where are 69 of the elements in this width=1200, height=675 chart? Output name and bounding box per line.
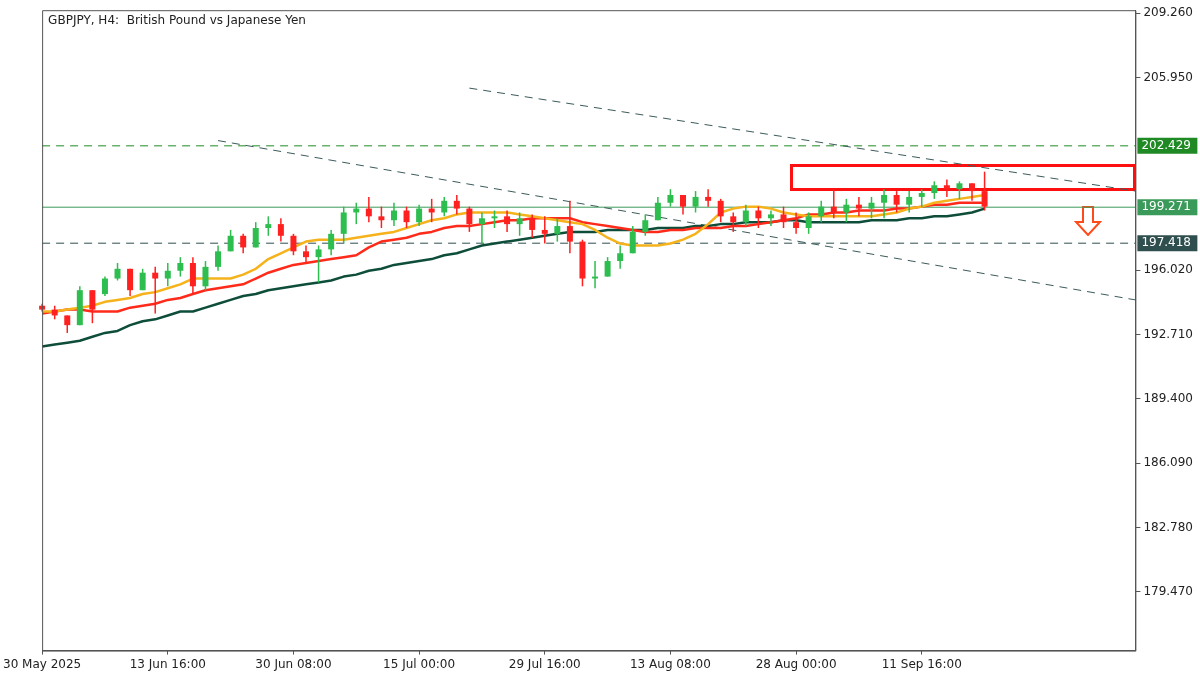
candlestick bbox=[453, 194, 460, 216]
candlestick bbox=[805, 211, 812, 235]
candlestick bbox=[943, 178, 950, 198]
candlestick bbox=[328, 229, 335, 256]
candlestick bbox=[189, 256, 196, 295]
candlestick bbox=[592, 260, 599, 289]
candlestick bbox=[378, 205, 385, 229]
candlestick bbox=[529, 213, 536, 239]
y-tick-label: 186.090 bbox=[1143, 455, 1193, 470]
candlestick bbox=[466, 205, 473, 233]
candlestick bbox=[692, 190, 699, 214]
x-tick-label: 30 Jun 08:00 bbox=[255, 656, 332, 671]
y-tick-label: 189.400 bbox=[1143, 391, 1193, 406]
candlestick bbox=[416, 203, 423, 227]
x-tick-label: 15 Jul 00:00 bbox=[383, 656, 456, 671]
candlestick bbox=[127, 268, 134, 297]
candlestick bbox=[717, 198, 724, 223]
y-tick-label: 182.780 bbox=[1143, 519, 1193, 534]
y-tick-label: 209.260 bbox=[1143, 5, 1193, 20]
candlestick bbox=[868, 196, 875, 220]
candlestick bbox=[906, 190, 913, 214]
candlestick bbox=[215, 244, 222, 272]
x-tick-label: 30 May 2025 bbox=[3, 656, 82, 671]
x-tick-label: 28 Aug 00:00 bbox=[755, 656, 837, 671]
x-tick-label: 29 Jul 16:00 bbox=[508, 656, 581, 671]
candlestick bbox=[277, 217, 284, 243]
candlestick bbox=[252, 221, 259, 249]
candlestick bbox=[290, 233, 297, 256]
ref-line-label: 202.429 bbox=[1141, 137, 1191, 152]
x-tick-label: 13 Jun 16:00 bbox=[129, 656, 206, 671]
candlestick bbox=[101, 275, 108, 297]
chart-title: GBPJPY, H4: British Pound vs Japanese Yen bbox=[48, 13, 306, 28]
candlestick bbox=[202, 260, 209, 291]
candlestick bbox=[818, 200, 825, 223]
ref-line-label: 199.271 bbox=[1141, 199, 1191, 214]
candlestick bbox=[629, 225, 636, 255]
candlestick bbox=[541, 215, 548, 245]
candlestick bbox=[767, 209, 774, 227]
candlestick bbox=[730, 211, 737, 233]
candlestick bbox=[240, 233, 247, 255]
candlestick bbox=[303, 244, 310, 264]
candlestick bbox=[617, 244, 624, 270]
x-tick-label: 13 Aug 08:00 bbox=[629, 656, 711, 671]
candlestick bbox=[793, 211, 800, 235]
candlestick bbox=[642, 213, 649, 237]
candlestick bbox=[504, 209, 511, 233]
x-tick-label: 11 Sep 16:00 bbox=[881, 656, 962, 671]
candlestick bbox=[604, 256, 611, 278]
candlestick bbox=[881, 188, 888, 220]
y-tick-label: 179.470 bbox=[1143, 584, 1193, 599]
candlestick bbox=[705, 188, 712, 208]
ref-line-label: 197.418 bbox=[1141, 235, 1191, 250]
candlestick bbox=[554, 217, 561, 243]
candlestick bbox=[478, 211, 485, 245]
candlestick bbox=[340, 205, 347, 245]
candlestick bbox=[265, 215, 272, 237]
candlestick bbox=[164, 262, 171, 288]
candlestick bbox=[403, 205, 410, 229]
y-tick-label: 196.020 bbox=[1143, 262, 1193, 277]
candlestick bbox=[177, 256, 184, 278]
candlestick bbox=[780, 205, 787, 229]
y-tick-label: 205.950 bbox=[1143, 69, 1193, 84]
candlestick bbox=[516, 211, 523, 237]
candlestick bbox=[315, 244, 322, 284]
candlestick bbox=[390, 202, 397, 227]
candlestick bbox=[441, 196, 448, 218]
candlestick bbox=[918, 188, 925, 208]
y-tick-label: 192.710 bbox=[1143, 326, 1193, 341]
candlestick bbox=[742, 203, 749, 227]
